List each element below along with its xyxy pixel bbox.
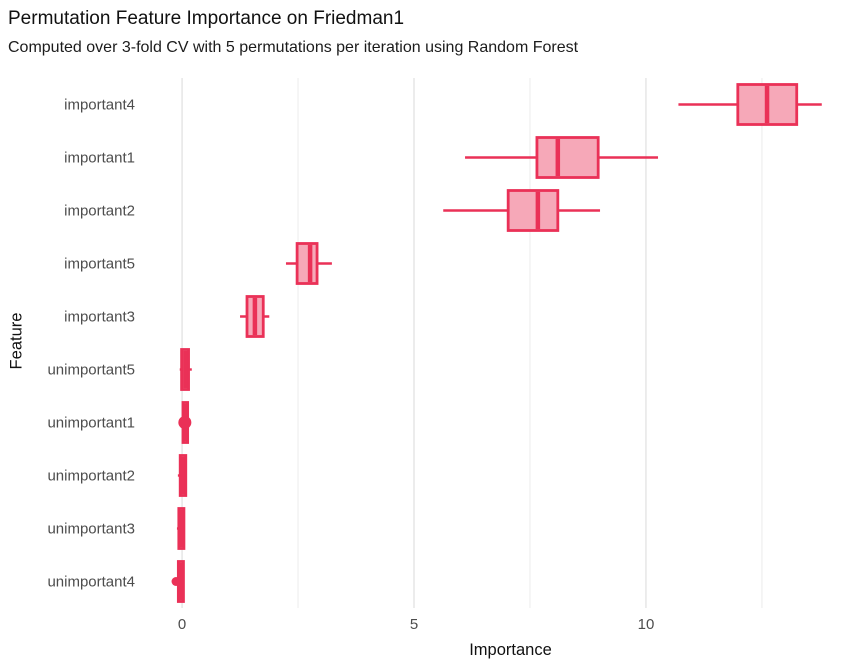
iqr-box bbox=[535, 136, 600, 179]
iqr-box bbox=[295, 242, 319, 285]
y-tick-label: important4 bbox=[64, 97, 135, 114]
outlier-dot bbox=[178, 416, 192, 429]
y-tick-label: unimportant2 bbox=[47, 468, 135, 485]
x-axis-title: Importance bbox=[469, 641, 552, 659]
y-axis-title: Feature bbox=[7, 312, 26, 370]
x-tick-label: 10 bbox=[638, 616, 655, 633]
y-tick-label: important5 bbox=[64, 256, 135, 273]
y-tick-label: important1 bbox=[64, 150, 135, 167]
y-tick-label: important2 bbox=[64, 203, 135, 220]
chart-title: Permutation Feature Importance on Friedm… bbox=[8, 8, 405, 29]
y-tick-label: important3 bbox=[64, 309, 135, 326]
x-tick-label: 0 bbox=[178, 616, 186, 633]
x-tick-label: 5 bbox=[410, 616, 418, 633]
y-tick-label: unimportant3 bbox=[47, 521, 135, 538]
y-tick-label: unimportant1 bbox=[47, 415, 135, 432]
chart-subtitle: Computed over 3-fold CV with 5 permutati… bbox=[8, 39, 579, 56]
y-tick-label: unimportant5 bbox=[47, 362, 135, 379]
y-tick-label: unimportant4 bbox=[47, 574, 135, 591]
outlier-dot bbox=[171, 577, 181, 586]
iqr-box bbox=[506, 189, 560, 232]
